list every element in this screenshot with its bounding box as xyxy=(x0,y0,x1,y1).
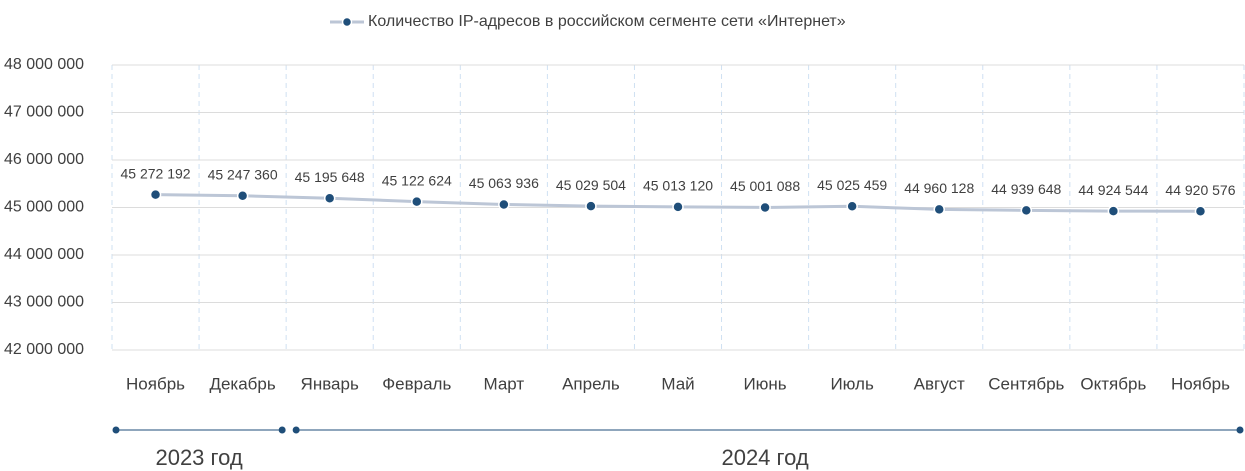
data-label: 45 025 459 xyxy=(817,177,887,193)
group-dot xyxy=(292,426,300,434)
data-label: 44 939 648 xyxy=(991,181,1061,197)
data-point xyxy=(933,203,945,216)
data-label: 45 122 624 xyxy=(382,172,452,188)
y-tick-label: 47 000 000 xyxy=(4,104,84,121)
data-point xyxy=(1194,205,1207,218)
data-point xyxy=(759,201,771,214)
data-point xyxy=(236,190,249,202)
group-dot xyxy=(1236,426,1244,434)
x-tick-label: Май xyxy=(661,374,694,393)
legend-label: Количество IP-адресов в российском сегме… xyxy=(368,13,846,30)
x-tick-label: Октябрь xyxy=(1080,374,1146,393)
x-tick-label: Сентябрь xyxy=(988,374,1064,393)
x-tick-label: Февраль xyxy=(382,374,451,393)
x-tick-label: Январь xyxy=(301,374,359,393)
x-tick-label: Ноябрь xyxy=(1171,374,1230,393)
x-tick-label: Ноябрь xyxy=(126,374,185,393)
data-label: 44 920 576 xyxy=(1165,182,1235,198)
data-label: 45 063 936 xyxy=(469,175,539,191)
group-dot xyxy=(278,426,286,434)
data-point xyxy=(149,188,162,201)
x-tick-label: Июль xyxy=(830,374,874,393)
data-label: 45 013 120 xyxy=(643,178,713,194)
data-label: 45 001 088 xyxy=(730,178,800,194)
data-point xyxy=(672,201,684,213)
group-label: 2024 год xyxy=(721,445,808,470)
legend-marker xyxy=(341,16,353,28)
y-tick-label: 44 000 000 xyxy=(4,246,84,263)
y-tick-label: 43 000 000 xyxy=(4,294,84,311)
group-dot xyxy=(112,426,120,434)
y-tick-label: 45 000 000 xyxy=(4,199,84,216)
data-label: 45 195 648 xyxy=(295,169,365,185)
data-point xyxy=(1020,204,1033,217)
data-point xyxy=(585,200,597,212)
y-tick-label: 48 000 000 xyxy=(4,56,84,73)
x-tick-label: Декабрь xyxy=(209,374,275,393)
x-tick-label: Апрель xyxy=(562,374,620,393)
x-tick-label: Июнь xyxy=(743,374,786,393)
data-label: 45 272 192 xyxy=(120,165,190,181)
y-tick-label: 42 000 000 xyxy=(4,341,84,358)
data-label: 44 960 128 xyxy=(904,180,974,196)
data-label: 44 924 544 xyxy=(1078,182,1148,198)
data-point xyxy=(846,200,858,213)
data-point xyxy=(411,195,423,208)
group-label: 2023 год xyxy=(155,445,242,470)
y-tick-label: 46 000 000 xyxy=(4,151,84,168)
x-tick-label: Август xyxy=(914,374,965,393)
data-label: 45 029 504 xyxy=(556,177,626,193)
data-point xyxy=(498,198,510,211)
data-point xyxy=(323,192,336,204)
x-tick-label: Март xyxy=(484,374,525,393)
data-label: 45 247 360 xyxy=(208,166,278,182)
data-point xyxy=(1107,205,1120,217)
